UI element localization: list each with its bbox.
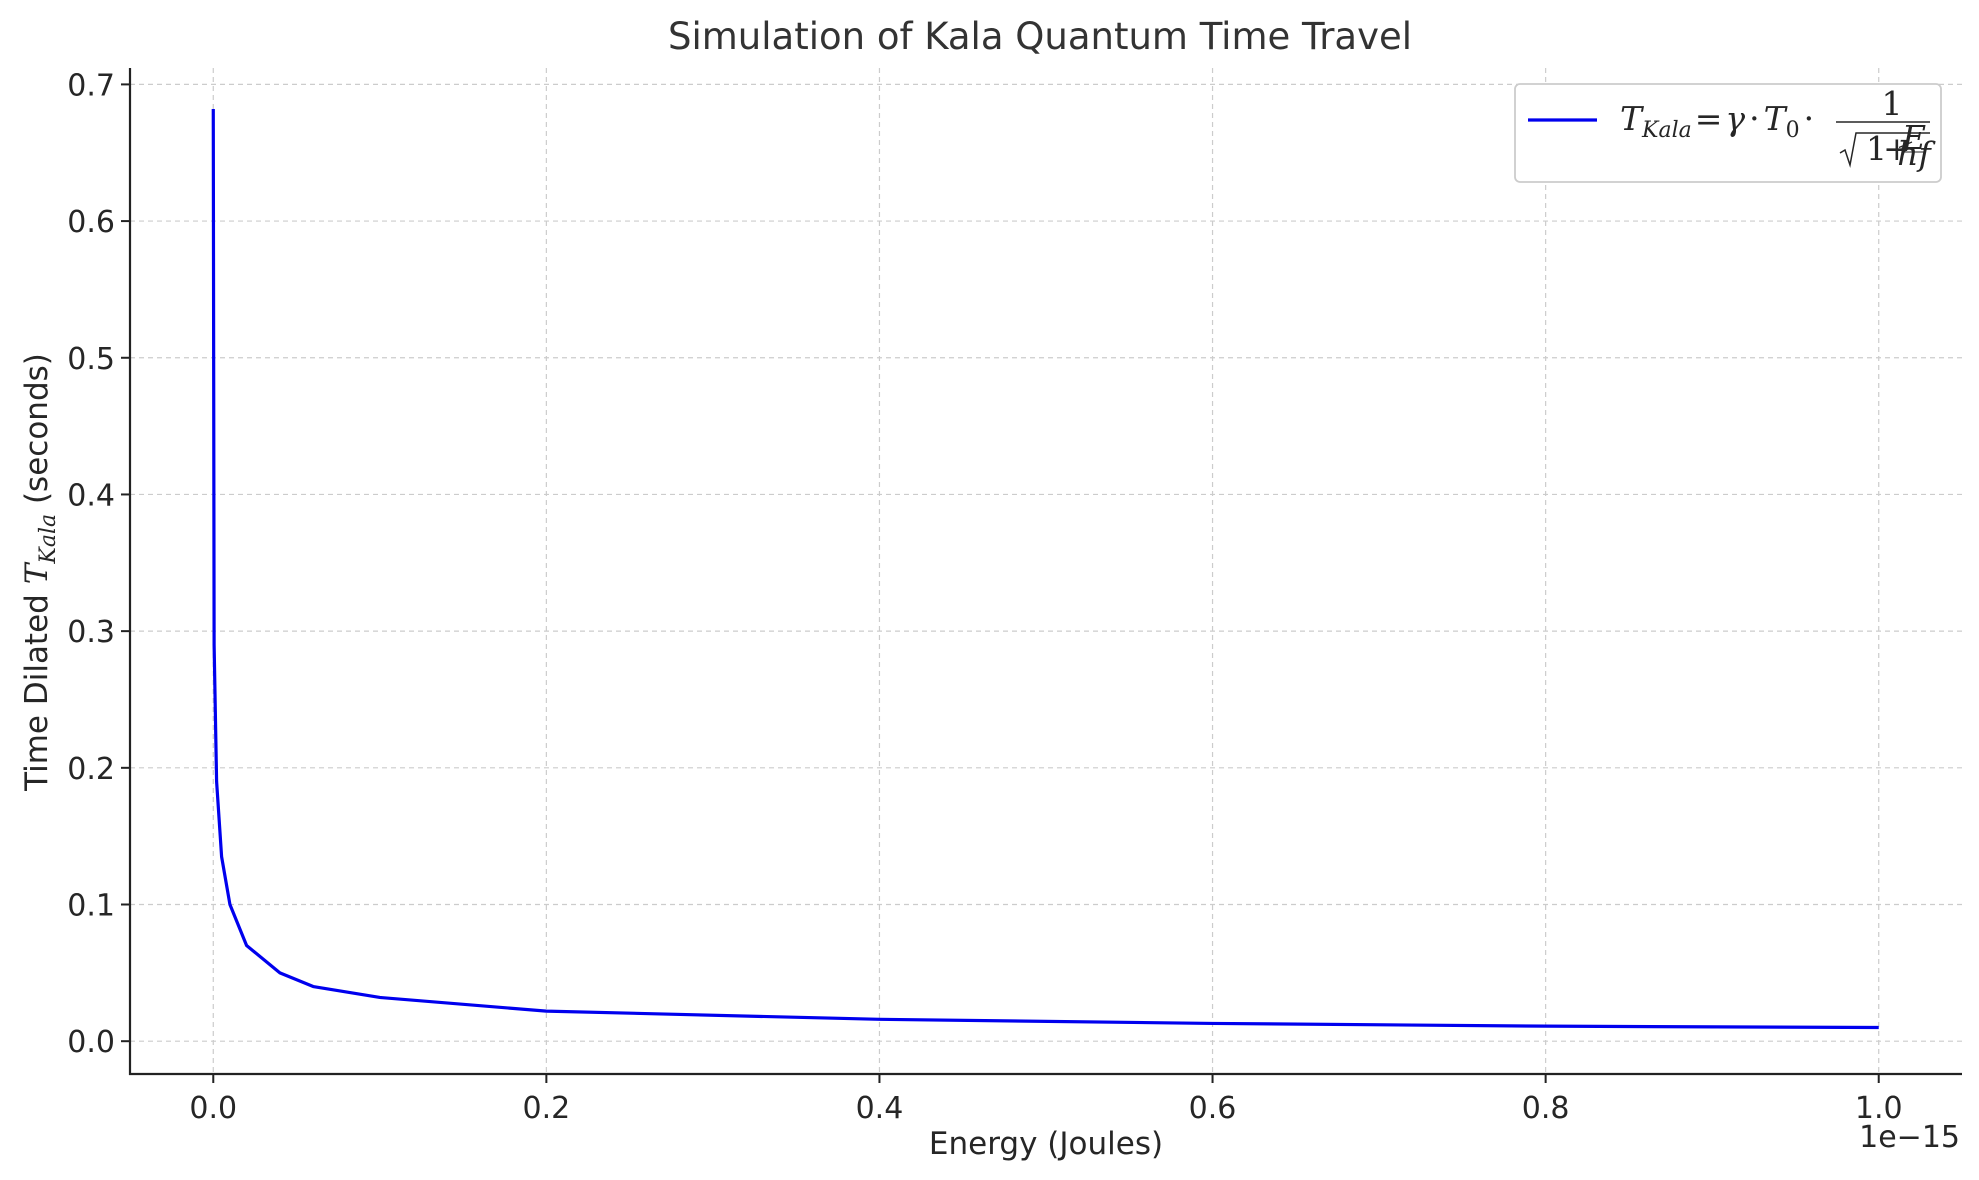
y-tick-label: 0.4 [67,478,115,513]
legend-t0-subscript: 0 [1786,118,1800,143]
y-tick-label: 0.6 [67,205,115,240]
y-axis-label: Time Dilated TKala (seconds) [19,353,61,792]
y-axis-label-suffix: (seconds) [19,353,55,514]
x-axis-ticks: 0.0 0.2 0.4 0.6 0.8 1.0 [189,1074,1903,1126]
x-tick-label: 0.6 [1189,1091,1237,1126]
legend-gamma: γ [1725,99,1745,138]
legend-fraction-numerator: 1 [1882,84,1903,123]
legend: TKala=γ · T0 · 1 1 + E ℏf [1514,83,1942,183]
x-axis-label: Energy (Joules) [929,1126,1163,1162]
legend-inner-denominator: ℏf [1897,134,1936,173]
legend-radicand-one: 1 [1866,129,1887,168]
legend-frame [1514,83,1942,183]
legend-t0-symbol: T [1764,99,1789,138]
series-line-t-kala [211,109,1879,1030]
y-tick-label: 0.2 [67,752,115,787]
legend-dot-2: · [1804,99,1815,138]
y-axis-label-symbol: T [19,561,55,584]
y-axis-label-subscript: Kala [36,514,61,565]
y-tick-label: 0.0 [67,1025,115,1060]
chart-title: Simulation of Kala Quantum Time Travel [668,15,1412,58]
y-axis-label-prefix: Time Dilated [19,584,55,792]
x-offset-label: 1e−15 [1859,1120,1960,1155]
y-tick-label: 0.1 [67,889,115,924]
legend-radical-sign [1839,132,1930,168]
x-tick-label: 0.4 [856,1091,904,1126]
x-tick-label: 0.8 [1522,1091,1570,1126]
x-tick-label: 0.0 [189,1091,237,1126]
legend-lhs-symbol: T [1620,99,1645,138]
legend-inner-numerator: E [1901,118,1926,157]
y-tick-label: 0.7 [67,68,115,103]
legend-label: TKala=γ · T0 · [1620,99,1814,143]
legend-equals: = [1695,99,1723,138]
y-tick-label: 0.5 [67,342,115,377]
x-tick-label: 1.0 [1855,1091,1903,1126]
legend-dot-1: · [1749,99,1760,138]
x-tick-label: 0.2 [523,1091,571,1126]
legend-radicand-plus: + [1883,129,1911,168]
x-gridlines [212,68,1880,1074]
legend-lhs-subscript: Kala [1641,118,1692,143]
y-axis-ticks: 0.0 0.1 0.2 0.3 0.4 0.5 0.6 0.7 [67,68,130,1060]
y-tick-label: 0.3 [67,615,115,650]
